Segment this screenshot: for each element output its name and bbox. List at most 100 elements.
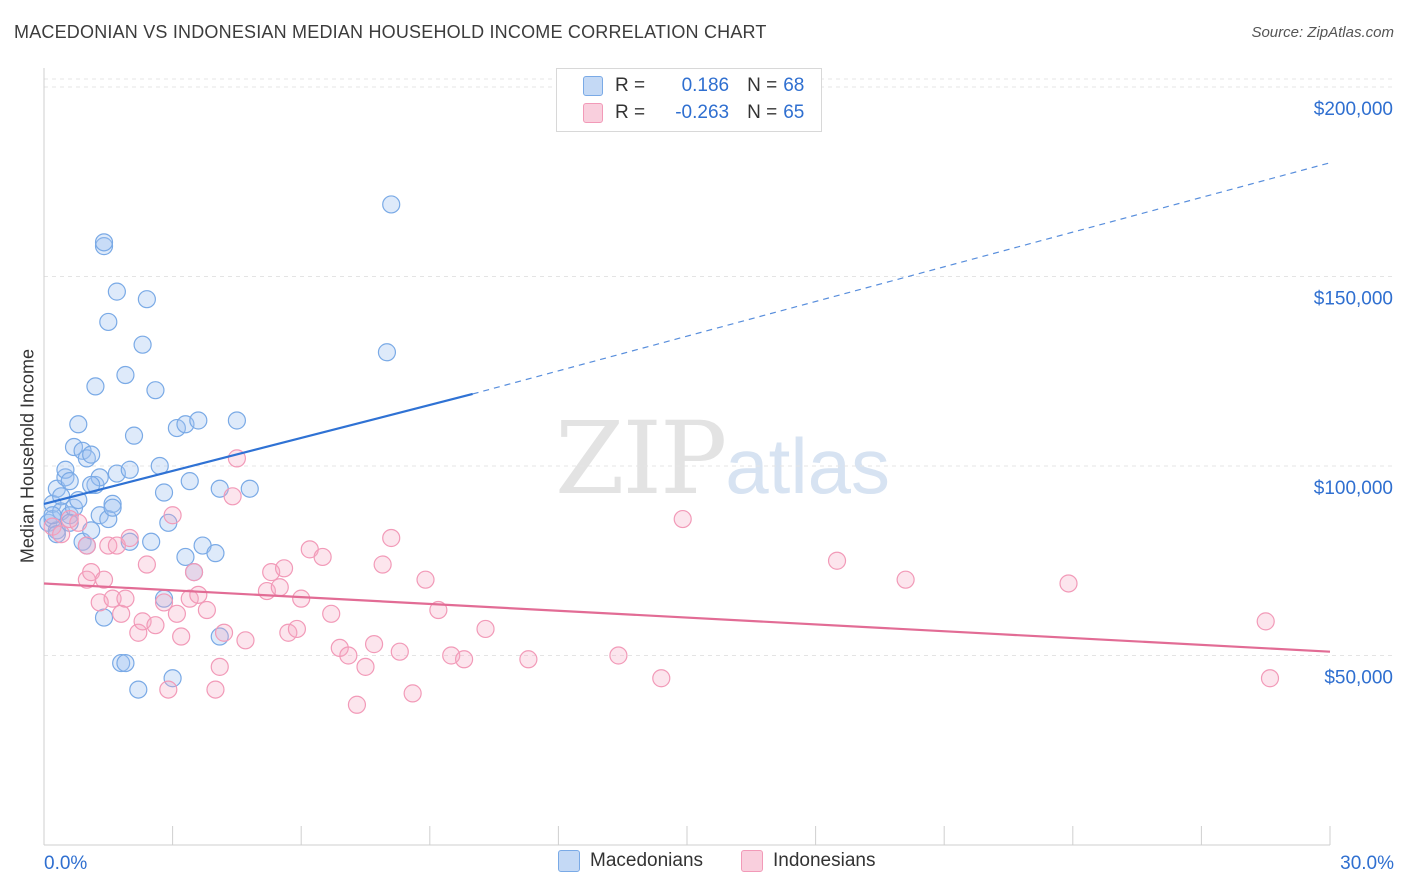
point-indonesian [172, 627, 191, 646]
point-indonesian [274, 559, 294, 578]
point-macedonian [94, 233, 114, 252]
point-indonesian [322, 604, 341, 623]
point-indonesian [454, 650, 474, 669]
point-macedonian [64, 437, 84, 457]
point-indonesian [279, 623, 298, 642]
y-tick-label: $200,000 [1314, 99, 1393, 120]
point-indonesian [1059, 574, 1078, 593]
legend-row-indonesians: R = -0.263 N = 65 [583, 100, 804, 126]
point-macedonian [116, 365, 135, 385]
x-tick-label-max: 30.0% [1340, 853, 1394, 874]
trend-line-macedonians [43, 392, 473, 505]
y-axis-label: Median Household Income [17, 348, 38, 564]
point-macedonian [189, 411, 208, 430]
point-indonesian [167, 604, 186, 623]
legend-n-value-macedonians: 68 [783, 75, 805, 96]
point-macedonian [227, 411, 246, 430]
point-indonesian [339, 646, 358, 665]
chart-title: MACEDONIAN VS INDONESIAN MEDIAN HOUSEHOL… [14, 22, 767, 42]
point-indonesian [77, 536, 96, 555]
point-indonesian [519, 650, 538, 669]
point-macedonian [116, 653, 135, 673]
gridlines [44, 78, 1394, 656]
point-macedonian [112, 653, 131, 673]
point-indonesian [60, 509, 79, 529]
trend-line-indonesians [43, 582, 1331, 653]
point-indonesian [390, 642, 409, 661]
legend-n-value-indonesians: 65 [783, 102, 805, 123]
bottom-legend-label-macedonians: Macedonians [590, 850, 704, 871]
source-label: Source: ZipAtlas.com [1251, 24, 1394, 41]
point-macedonian [107, 282, 126, 301]
point-indonesian [69, 513, 88, 532]
point-indonesian [159, 680, 178, 699]
point-macedonian [94, 608, 114, 627]
bottom-legend-macedonians[interactable]: Macedonians [558, 850, 703, 872]
point-indonesian [154, 593, 174, 612]
x-tick-labels: 0.0% 30.0% [44, 853, 1394, 874]
y-tick-labels: $50,000 $100,000 $150,000 $200,000 [1314, 99, 1393, 689]
point-indonesian [270, 578, 289, 597]
point-macedonian [60, 472, 79, 491]
point-macedonian [146, 381, 165, 400]
legend-row-macedonians: R = 0.186 N = 68 [583, 73, 804, 99]
point-indonesian [652, 669, 671, 688]
point-indonesian [373, 555, 392, 574]
point-indonesian [137, 555, 156, 574]
y-tick-label: $50,000 [1324, 667, 1393, 688]
point-indonesian [236, 631, 255, 650]
series-macedonians [39, 195, 401, 699]
point-indonesian [197, 600, 216, 620]
legend-r-value-macedonians: 0.186 [681, 75, 730, 96]
point-indonesian [184, 563, 204, 582]
bottom-legend-indonesians[interactable]: Indonesians [741, 850, 875, 872]
point-indonesian [214, 623, 234, 642]
bottom-legend-label-indonesians: Indonesians [773, 850, 876, 871]
point-indonesian [223, 487, 242, 506]
legend-n-label: N = [747, 102, 778, 123]
point-macedonian [133, 335, 152, 354]
point-macedonian [180, 472, 199, 491]
point-indonesian [356, 657, 375, 676]
legend-n-label: N = [747, 75, 778, 96]
point-indonesian [403, 684, 422, 703]
point-macedonian [206, 544, 225, 563]
point-indonesian [382, 528, 401, 548]
y-tick-label: $100,000 [1314, 478, 1393, 499]
point-indonesian [476, 619, 495, 639]
legend-r-label: R = [615, 102, 646, 123]
x-tick-label-min: 0.0% [44, 853, 87, 874]
point-macedonian [82, 475, 101, 495]
point-indonesian [313, 547, 332, 567]
legend-swatch-macedonians [583, 76, 603, 96]
point-indonesian [94, 570, 114, 589]
point-indonesian [292, 589, 311, 608]
point-macedonian [167, 418, 186, 438]
point-macedonian [137, 290, 156, 309]
trend-line-macedonians-projection [472, 162, 1331, 395]
point-indonesian [609, 646, 628, 665]
watermark-zip: ZIP [555, 400, 727, 517]
point-indonesian [120, 528, 139, 548]
point-indonesian [210, 657, 229, 676]
point-macedonian [120, 460, 139, 479]
point-macedonian [142, 532, 161, 551]
correlation-legend: R = 0.186 N = 68 R = -0.263 N = 65 [556, 68, 822, 132]
bottom-legend-swatch-indonesians [741, 850, 763, 872]
point-indonesian [52, 525, 71, 544]
point-macedonian [82, 445, 101, 464]
point-macedonian [129, 680, 148, 699]
axes [43, 68, 1331, 846]
point-indonesian [116, 589, 135, 608]
point-indonesian [189, 585, 208, 604]
trend-lines [43, 162, 1331, 653]
series-indonesians [43, 449, 1280, 714]
point-macedonian [103, 498, 122, 517]
point-indonesian [129, 623, 148, 642]
point-indonesian [206, 680, 225, 699]
point-indonesian [416, 570, 435, 589]
point-indonesian [1260, 669, 1280, 688]
point-macedonian [240, 479, 259, 498]
legend-r-value-indonesians: -0.263 [675, 102, 730, 123]
